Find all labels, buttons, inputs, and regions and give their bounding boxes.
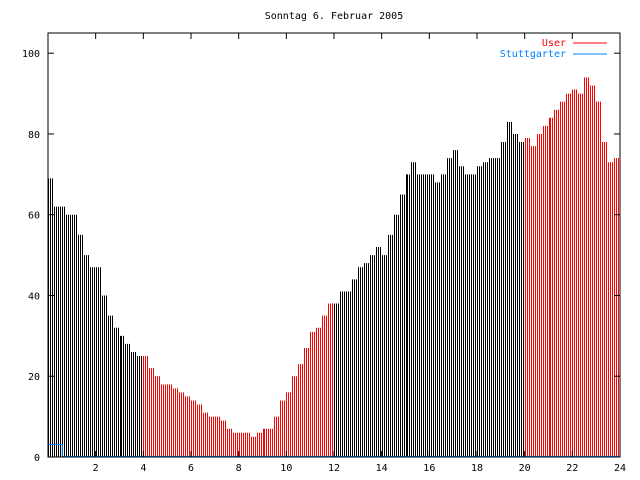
x-tick-label: 8 xyxy=(236,463,242,474)
x-tick-label: 18 xyxy=(471,463,483,474)
x-tick-label: 16 xyxy=(423,463,435,474)
x-tick-label: 24 xyxy=(614,463,626,474)
y-tick-label: 60 xyxy=(28,211,40,222)
legend-label-user: User xyxy=(542,38,566,49)
x-tick-label: 2 xyxy=(93,463,99,474)
legend-label-stuttgarter: Stuttgarter xyxy=(500,49,566,60)
x-tick-label: 12 xyxy=(328,463,340,474)
y-tick-label: 40 xyxy=(28,291,40,302)
y-tick-label: 20 xyxy=(28,372,40,383)
y-tick-label: 80 xyxy=(28,130,40,141)
chart-title: Sonntag 6. Februar 2005 xyxy=(265,11,403,22)
x-tick-label: 10 xyxy=(280,463,292,474)
x-tick-label: 4 xyxy=(140,463,146,474)
bars-group xyxy=(48,77,620,457)
x-tick-label: 20 xyxy=(519,463,531,474)
legend: User Stuttgarter xyxy=(500,38,607,60)
x-tick-label: 14 xyxy=(376,463,388,474)
plot-frame xyxy=(47,32,621,458)
y-tick-label: 100 xyxy=(22,49,40,60)
x-tick-label: 22 xyxy=(566,463,578,474)
y-tick-label: 0 xyxy=(34,453,40,464)
x-tick-label: 6 xyxy=(188,463,194,474)
